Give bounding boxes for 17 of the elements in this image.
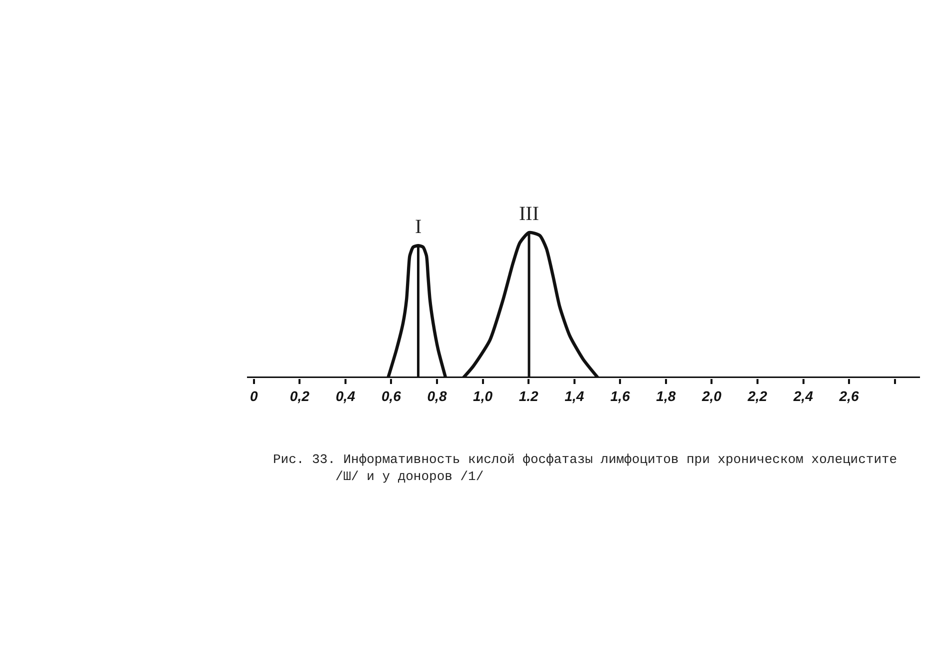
x-tick-label: 1,6 — [610, 388, 630, 404]
x-tick-label: 0 — [250, 388, 258, 404]
text: Рис. 33. Информативность кислой фосфатазы лимфоцитов при хроническом холецистите /Ш/ и у доноров /1/ — [273, 452, 898, 484]
x-tick-label: 0,2 — [290, 388, 310, 404]
x-tick-label: 2,6 — [838, 388, 859, 404]
x-tick-label: 2,0 — [700, 388, 722, 404]
x-tick-label: 0,6 — [381, 388, 402, 404]
x-tick-label: 1,8 — [656, 388, 676, 404]
x-tick-label: 2,2 — [746, 388, 768, 404]
ref-line-label: I — [415, 216, 422, 238]
x-tick-label: 1,0 — [473, 388, 493, 404]
x-tick-label: 1.2 — [518, 388, 538, 404]
x-tick-label: 0,4 — [336, 388, 356, 404]
x-tick-label: 0,8 — [427, 388, 447, 404]
x-tick-label: 1,4 — [564, 388, 584, 404]
ref-line-label: III — [519, 203, 539, 225]
x-tick-label: 2,4 — [792, 388, 814, 404]
